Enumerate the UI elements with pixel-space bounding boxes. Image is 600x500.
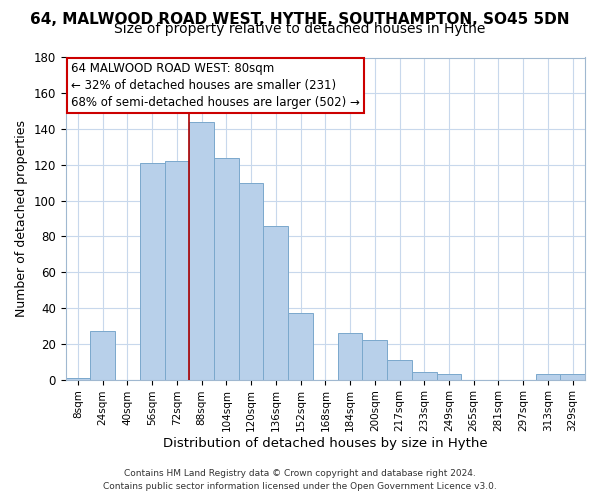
Text: Contains HM Land Registry data © Crown copyright and database right 2024.
Contai: Contains HM Land Registry data © Crown c… (103, 470, 497, 491)
Text: Size of property relative to detached houses in Hythe: Size of property relative to detached ho… (115, 22, 485, 36)
Bar (91, 332, 115, 380)
Bar (387, 360, 412, 380)
Bar (338, 333, 362, 380)
Text: 64 MALWOOD ROAD WEST: 80sqm
← 32% of detached houses are smaller (231)
68% of se: 64 MALWOOD ROAD WEST: 80sqm ← 32% of det… (71, 62, 360, 110)
X-axis label: Distribution of detached houses by size in Hythe: Distribution of detached houses by size … (163, 437, 488, 450)
Bar (140, 163, 164, 380)
Bar (65, 378, 91, 380)
Bar (164, 162, 190, 380)
Bar (412, 372, 437, 380)
Bar (214, 158, 239, 380)
Bar (437, 374, 461, 380)
Bar (536, 374, 560, 380)
Y-axis label: Number of detached properties: Number of detached properties (15, 120, 28, 317)
Bar (560, 374, 585, 380)
Text: 64, MALWOOD ROAD WEST, HYTHE, SOUTHAMPTON, SO45 5DN: 64, MALWOOD ROAD WEST, HYTHE, SOUTHAMPTO… (30, 12, 570, 28)
Bar (362, 340, 387, 380)
Bar (263, 226, 288, 380)
Bar (288, 314, 313, 380)
Bar (239, 183, 263, 380)
Bar (190, 122, 214, 380)
